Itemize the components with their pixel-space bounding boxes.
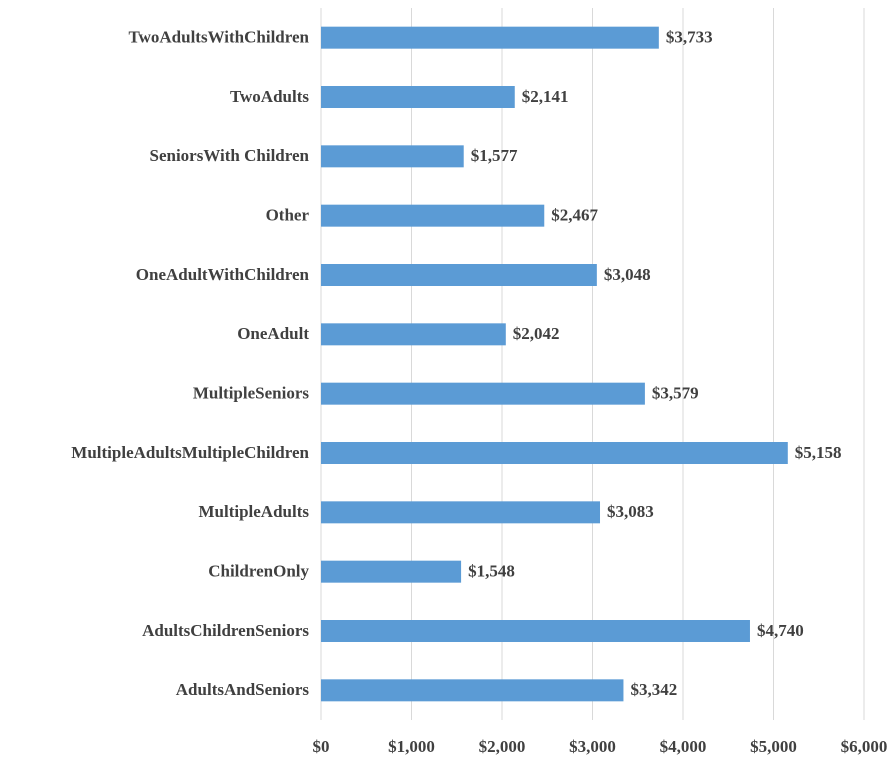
data-label: $5,158 xyxy=(795,443,842,462)
data-label: $2,042 xyxy=(513,324,560,343)
data-label: $3,342 xyxy=(630,680,677,699)
y-tick-label: TwoAdults xyxy=(230,87,309,106)
x-tick-label: $0 xyxy=(313,737,330,756)
data-label: $3,048 xyxy=(604,265,651,284)
bar xyxy=(321,620,750,642)
y-tick-label: ChildrenOnly xyxy=(208,562,309,581)
data-label: $1,548 xyxy=(468,562,515,581)
y-tick-label: AdultsChildrenSeniors xyxy=(142,621,309,640)
data-label: $1,577 xyxy=(471,146,518,165)
bar xyxy=(321,86,515,108)
y-tick-label: OneAdult xyxy=(237,324,309,343)
data-label: $3,083 xyxy=(607,502,654,521)
x-tick-label: $1,000 xyxy=(388,737,435,756)
bar xyxy=(321,442,788,464)
bar xyxy=(321,382,645,405)
data-label: $3,733 xyxy=(666,28,713,47)
y-tick-label: TwoAdultsWithChildren xyxy=(129,28,310,47)
x-tick-label: $6,000 xyxy=(841,737,888,756)
bar xyxy=(321,264,597,286)
y-tick-label: OneAdultWithChildren xyxy=(136,265,310,284)
data-label: $2,467 xyxy=(551,206,598,225)
y-tick-label: SeniorsWith Children xyxy=(150,146,310,165)
y-tick-label: MultipleSeniors xyxy=(193,384,310,403)
data-label: $3,579 xyxy=(652,384,699,403)
y-tick-label: MultipleAdults xyxy=(198,502,309,521)
y-tick-label: MultipleAdultsMultipleChildren xyxy=(71,443,309,462)
y-tick-label: AdultsAndSeniors xyxy=(176,680,310,699)
data-label: $2,141 xyxy=(522,87,569,106)
bar xyxy=(321,560,462,583)
x-tick-label: $3,000 xyxy=(569,737,616,756)
x-tick-label: $4,000 xyxy=(660,737,707,756)
bar xyxy=(321,145,464,168)
bar xyxy=(321,679,624,702)
x-tick-label: $2,000 xyxy=(479,737,526,756)
bar xyxy=(321,204,545,227)
bar xyxy=(321,323,506,346)
bar xyxy=(321,501,601,524)
y-tick-label: Other xyxy=(266,206,310,225)
bar xyxy=(321,26,659,49)
x-tick-label: $5,000 xyxy=(750,737,797,756)
data-label: $4,740 xyxy=(757,621,804,640)
